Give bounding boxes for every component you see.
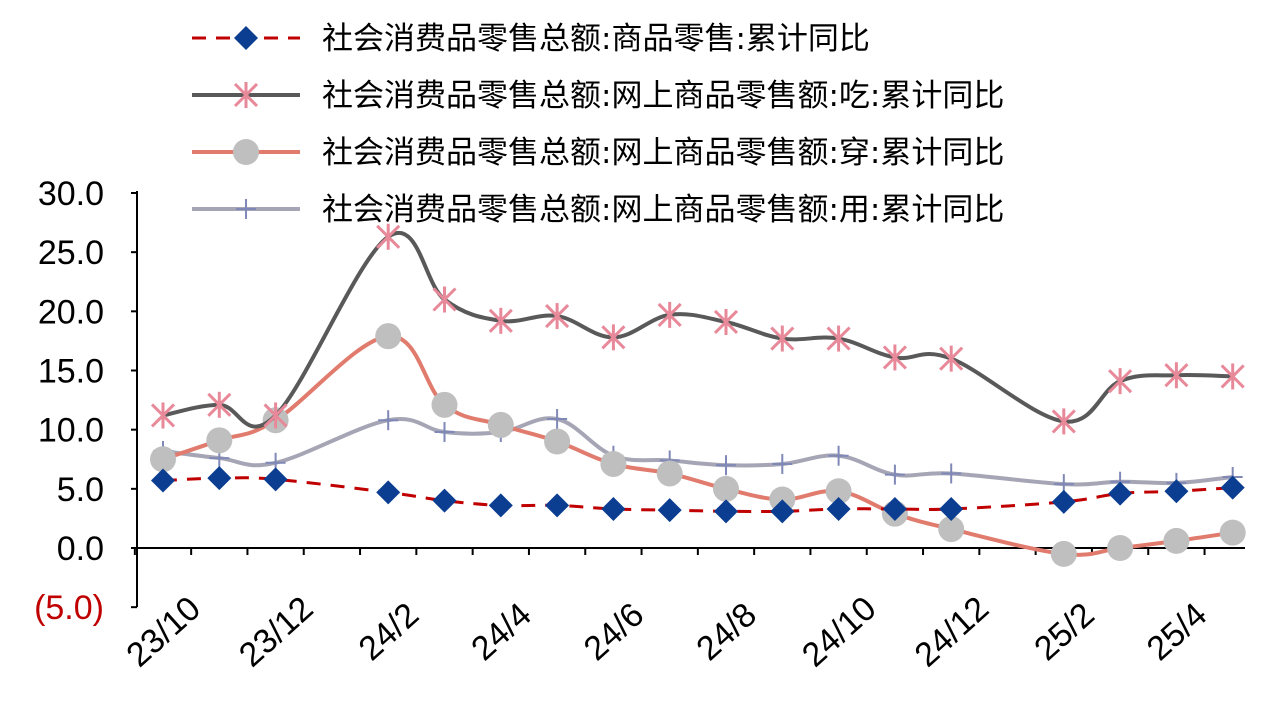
data-point-marker: [151, 468, 175, 493]
data-point-marker: [547, 409, 568, 430]
data-point-marker: [1050, 540, 1077, 567]
x-tick-label: 23/12: [232, 589, 321, 674]
data-point-marker: [207, 466, 232, 491]
legend-label: 社会消费品零售总额:网上商品零售额:用:累计同比: [322, 192, 1004, 228]
data-point-marker: [233, 139, 259, 165]
data-point-marker: [1220, 363, 1245, 390]
data-point-marker: [375, 323, 402, 350]
data-point-marker: [825, 478, 852, 505]
data-point-marker: [1051, 408, 1076, 435]
data-point-marker: [1164, 362, 1189, 389]
legend-item-4: 社会消费品零售总额:网上商品零售额:用:累计同比: [192, 192, 1004, 228]
data-point-marker: [657, 498, 682, 523]
data-point-marker: [826, 325, 851, 352]
x-tick-label: 24/2: [352, 596, 427, 669]
data-point-marker: [487, 411, 514, 438]
data-point-marker: [488, 307, 513, 334]
legend-label: 社会消费品零售总额:网上商品零售额:吃:累计同比: [322, 78, 1004, 114]
data-point-marker: [828, 445, 849, 466]
data-point-marker: [434, 422, 455, 443]
data-point-marker: [882, 344, 907, 371]
data-point-marker: [939, 496, 964, 521]
x-tick-label: 24/4: [464, 596, 539, 669]
data-point-marker: [600, 450, 627, 477]
data-point-marker: [713, 475, 739, 502]
series-3: [150, 323, 1246, 567]
x-tick-label: 24/6: [577, 596, 652, 669]
legend-label: 社会消费品零售总额:网上商品零售额:穿:累计同比: [322, 135, 1004, 171]
data-point-marker: [431, 391, 458, 418]
x-tick-label: 23/10: [119, 589, 208, 674]
legend-label: 社会消费品零售总额:商品零售:累计同比: [322, 21, 870, 57]
data-point-marker: [236, 199, 256, 219]
data-point-marker: [1108, 368, 1133, 395]
data-point-marker: [1163, 527, 1190, 554]
data-point-marker: [1108, 481, 1133, 506]
y-tick-label: 20.0: [38, 293, 104, 331]
data-point-marker: [1220, 475, 1245, 500]
data-point-marker: [770, 325, 795, 352]
data-point-marker: [488, 493, 513, 518]
data-point-marker: [1219, 519, 1246, 546]
data-point-marker: [207, 391, 232, 418]
y-tick-label: 10.0: [38, 412, 104, 450]
legend-item-2: 社会消费品零售总额:网上商品零售额:吃:累计同比: [192, 78, 1004, 114]
data-point-marker: [263, 402, 288, 429]
data-point-marker: [545, 303, 570, 330]
data-point-marker: [601, 324, 626, 351]
data-point-marker: [772, 453, 793, 474]
data-point-marker: [206, 427, 233, 454]
series-2: [150, 223, 1245, 435]
data-point-marker: [263, 467, 288, 492]
data-point-marker: [601, 496, 626, 521]
series-line: [162, 476, 1233, 514]
y-tick-label: 30.0: [38, 175, 104, 213]
data-point-marker: [150, 446, 176, 473]
data-point-marker: [432, 286, 457, 313]
x-tick-label: 24/8: [689, 596, 764, 669]
legend-item-3: 社会消费品零售总额:网上商品零售额:穿:累计同比: [192, 135, 1004, 171]
data-point-marker: [545, 493, 570, 518]
data-point-marker: [939, 345, 964, 372]
data-point-marker: [713, 308, 739, 335]
x-tick-label: 25/4: [1140, 596, 1215, 669]
data-point-marker: [938, 516, 965, 543]
chart-series: [150, 223, 1246, 567]
data-point-marker: [376, 223, 401, 250]
data-point-marker: [884, 464, 905, 485]
y-tick-label: 25.0: [38, 234, 104, 272]
data-point-marker: [826, 496, 851, 521]
data-point-marker: [1164, 479, 1189, 504]
series-line: [162, 231, 1233, 429]
data-point-marker: [233, 82, 259, 108]
data-point-marker: [657, 301, 682, 328]
y-tick-label: 5.0: [57, 471, 104, 509]
x-tick-label: 24/10: [795, 589, 884, 674]
x-tick-label: 24/12: [908, 589, 997, 674]
x-tick-label: 25/2: [1027, 596, 1102, 669]
data-point-marker: [714, 499, 738, 524]
data-point-marker: [378, 410, 399, 431]
data-point-marker: [1051, 489, 1076, 514]
data-point-marker: [770, 499, 795, 524]
y-tick-label: (5.0): [34, 589, 104, 627]
y-tick-label: 15.0: [38, 353, 104, 391]
data-point-marker: [234, 26, 258, 50]
y-tick-label: 0.0: [57, 530, 104, 568]
data-point-marker: [656, 460, 683, 487]
data-point-marker: [376, 480, 401, 505]
data-point-marker: [150, 402, 176, 429]
data-point-marker: [941, 463, 962, 484]
data-point-marker: [882, 496, 907, 521]
data-point-marker: [432, 488, 457, 513]
chart-legend: 社会消费品零售总额:商品零售:累计同比社会消费品零售总额:网上商品零售额:吃:累…: [192, 21, 1004, 228]
data-point-marker: [544, 428, 571, 455]
legend-item-1: 社会消费品零售总额:商品零售:累计同比: [192, 21, 870, 57]
data-point-marker: [1107, 535, 1134, 561]
data-point-marker: [716, 455, 736, 476]
series-1: [151, 466, 1245, 524]
